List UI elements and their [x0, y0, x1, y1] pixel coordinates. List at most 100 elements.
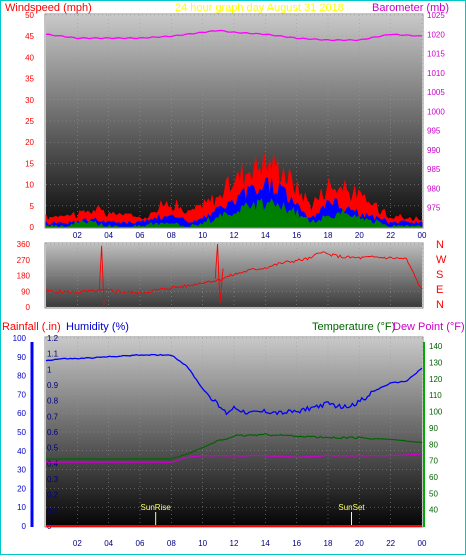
- rain-tick-label: 0.6: [47, 428, 59, 437]
- hour-tick-label: 00: [418, 539, 427, 548]
- humidity-tick-label: 0: [22, 522, 27, 531]
- direction-spikes: [98, 243, 224, 306]
- temperature-tick-label: 90: [429, 424, 438, 433]
- temperature-humidity-panel: Rainfall (.in) Humidity (%) Temperature …: [2, 321, 465, 548]
- direction-line: [45, 251, 423, 295]
- wind-series: [45, 29, 423, 228]
- wind-avg-area: [45, 198, 423, 228]
- hour-tick-label: 04: [104, 539, 113, 548]
- temperature-tick-label: 110: [429, 391, 442, 400]
- rain-tick-label: 0.8: [47, 397, 59, 406]
- humidity-tick-label: 80: [17, 372, 26, 381]
- rain-axis-title: Rainfall (.in): [2, 321, 61, 333]
- rain-tick-label: 1.2: [47, 334, 59, 343]
- wind-tick-label: 5: [30, 202, 35, 211]
- baro-tick-label: 1005: [427, 88, 445, 97]
- temperature-tick-label: 40: [429, 506, 438, 515]
- hour-tick-label: 14: [261, 231, 270, 240]
- rain-tick-label: 0.7: [47, 412, 59, 421]
- sun-marker-label: SunSet: [338, 503, 365, 512]
- wind-tick-label: 35: [25, 75, 34, 84]
- wind-tick-label: 25: [25, 117, 34, 126]
- hour-tick-label: 18: [324, 539, 333, 548]
- compass-label: W: [436, 254, 447, 266]
- baro-tick-label: 1020: [427, 30, 445, 39]
- weather-series: [45, 353, 423, 527]
- humidity-tick-label: 50: [17, 428, 26, 437]
- temperature-tick-label: 120: [429, 375, 443, 384]
- humidity-axis-title: Humidity (%): [66, 321, 129, 333]
- baro-axis-title: Barometer (mb): [372, 2, 449, 14]
- wind-tick-label: 45: [25, 32, 34, 41]
- hour-tick-label: 12: [230, 231, 239, 240]
- sun-marker-label: SunRise: [141, 503, 172, 512]
- temperature-tick-label: 100: [429, 408, 443, 417]
- hour-tick-label: 02: [73, 231, 82, 240]
- wind-tick-label: 20: [25, 138, 34, 147]
- wind-tick-label: 0: [30, 223, 35, 232]
- barometer-line: [45, 29, 423, 42]
- compass-label: N: [436, 299, 444, 311]
- baro-tick-label: 1000: [427, 107, 445, 116]
- wind-tick-label: 50: [25, 11, 34, 20]
- hour-tick-label: 06: [136, 231, 145, 240]
- baro-tick-label: 990: [427, 146, 441, 155]
- hour-tick-label: 02: [73, 539, 82, 548]
- plot-frame-a: [44, 13, 424, 229]
- baro-tick-label: 1015: [427, 50, 445, 59]
- hour-tick-label: 18: [324, 231, 333, 240]
- temperature-tick-label: 50: [429, 489, 438, 498]
- compass-label: S: [436, 269, 443, 281]
- baro-tick-label: 995: [427, 127, 441, 136]
- direction-tick-label: 270: [17, 256, 31, 265]
- rain-tick-label: 1.1: [47, 350, 59, 359]
- direction-tick-label: 180: [17, 272, 31, 281]
- rain-tick-label: 0.3: [47, 475, 59, 484]
- temperature-tick-label: 130: [429, 359, 443, 368]
- humidity-tick-label: 100: [13, 334, 27, 343]
- hour-tick-label: 10: [198, 539, 207, 548]
- temperature-tick-label: 70: [429, 457, 438, 466]
- humidity-tick-label: 60: [17, 409, 26, 418]
- baro-ticks: 975 980 985 990 995 1000 1005 1010 1015 1020 1025: [427, 11, 445, 213]
- compass-label: E: [436, 284, 443, 296]
- humidity-tick-label: 20: [17, 484, 26, 493]
- rain-tick-label: 1: [47, 365, 52, 374]
- direction-ticks: 0 90 180 270 360: [17, 240, 31, 312]
- hour-tick-label: 20: [355, 539, 364, 548]
- wind-tick-label: 30: [25, 96, 34, 105]
- humidity-tick-label: 90: [17, 353, 26, 362]
- temperature-axis-title: Temperature (°F): [312, 321, 395, 333]
- baro-tick-label: 975: [427, 204, 441, 213]
- hour-tick-label: 10: [198, 231, 207, 240]
- hour-ticks-c: 02 04 06 08 10 12 14 16 18 20 22 00: [73, 539, 427, 548]
- wind-ticks: 0 5 10 15 20 25 30 35 40 45 50: [25, 11, 34, 232]
- sun-annotations: SunRise SunSet: [141, 503, 365, 526]
- rain-tick-label: 0.9: [47, 381, 59, 390]
- humidity-tick-label: 30: [17, 466, 26, 475]
- humidity-tick-label: 40: [17, 447, 26, 456]
- wind-barometer-panel: Windspeed (mph) 24 hour graph day August…: [5, 2, 449, 240]
- hour-tick-label: 16: [292, 539, 301, 548]
- hour-tick-label: 00: [418, 231, 427, 240]
- hour-ticks-a: 02 04 06 08 10 12 14 16 18 20 22 00: [73, 231, 427, 240]
- rain-tick-label: 0.5: [47, 444, 59, 453]
- rain-tick-label: 0.1: [47, 506, 59, 515]
- hour-tick-label: 06: [136, 539, 145, 548]
- wind-tick-label: 40: [25, 53, 34, 62]
- humidity-line: [45, 353, 423, 416]
- dewpoint-axis-title: Dew Point (°F): [393, 321, 465, 333]
- hour-tick-label: 20: [355, 231, 364, 240]
- baro-tick-label: 1025: [427, 11, 445, 20]
- direction-tick-label: 360: [17, 240, 31, 249]
- temperature-tick-label: 60: [429, 473, 438, 482]
- temperature-tick-label: 140: [429, 342, 443, 351]
- direction-series: [45, 243, 423, 306]
- rain-tick-label: 0.2: [47, 491, 59, 500]
- humidity-ticks: 0 10 20 30 40 50 60 70 80 90 100: [13, 334, 27, 531]
- hour-tick-label: 08: [167, 539, 176, 548]
